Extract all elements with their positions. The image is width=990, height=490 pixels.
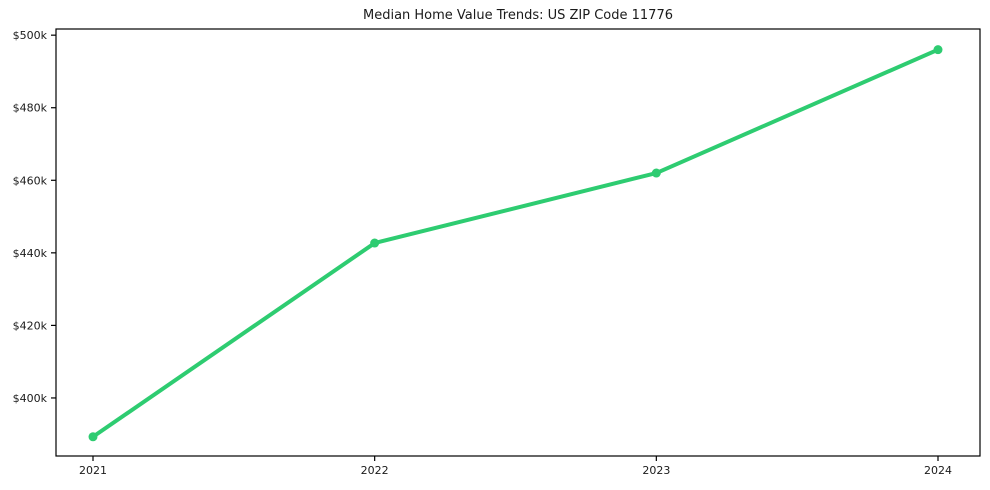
y-axis-tick-label: $500k <box>13 29 48 42</box>
x-axis-tick-label: 2021 <box>79 464 107 477</box>
y-axis-tick-label: $460k <box>13 174 48 187</box>
chart-title: Median Home Value Trends: US ZIP Code 11… <box>362 8 673 23</box>
data-point-2023 <box>651 168 661 178</box>
data-point-2024 <box>933 45 943 55</box>
y-axis-tick-label: $420k <box>13 319 48 332</box>
y-axis-tick-label: $440k <box>13 247 48 260</box>
x-axis-tick-label: 2022 <box>361 464 389 477</box>
x-axis-tick-label: 2023 <box>642 464 670 477</box>
data-point-2022 <box>370 238 380 248</box>
data-point-2021 <box>88 432 98 442</box>
y-axis-tick-label: $480k <box>13 102 48 115</box>
x-axis-tick-label: 2024 <box>924 464 952 477</box>
y-axis-tick-label: $400k <box>13 392 48 405</box>
trend-line <box>91 47 940 439</box>
